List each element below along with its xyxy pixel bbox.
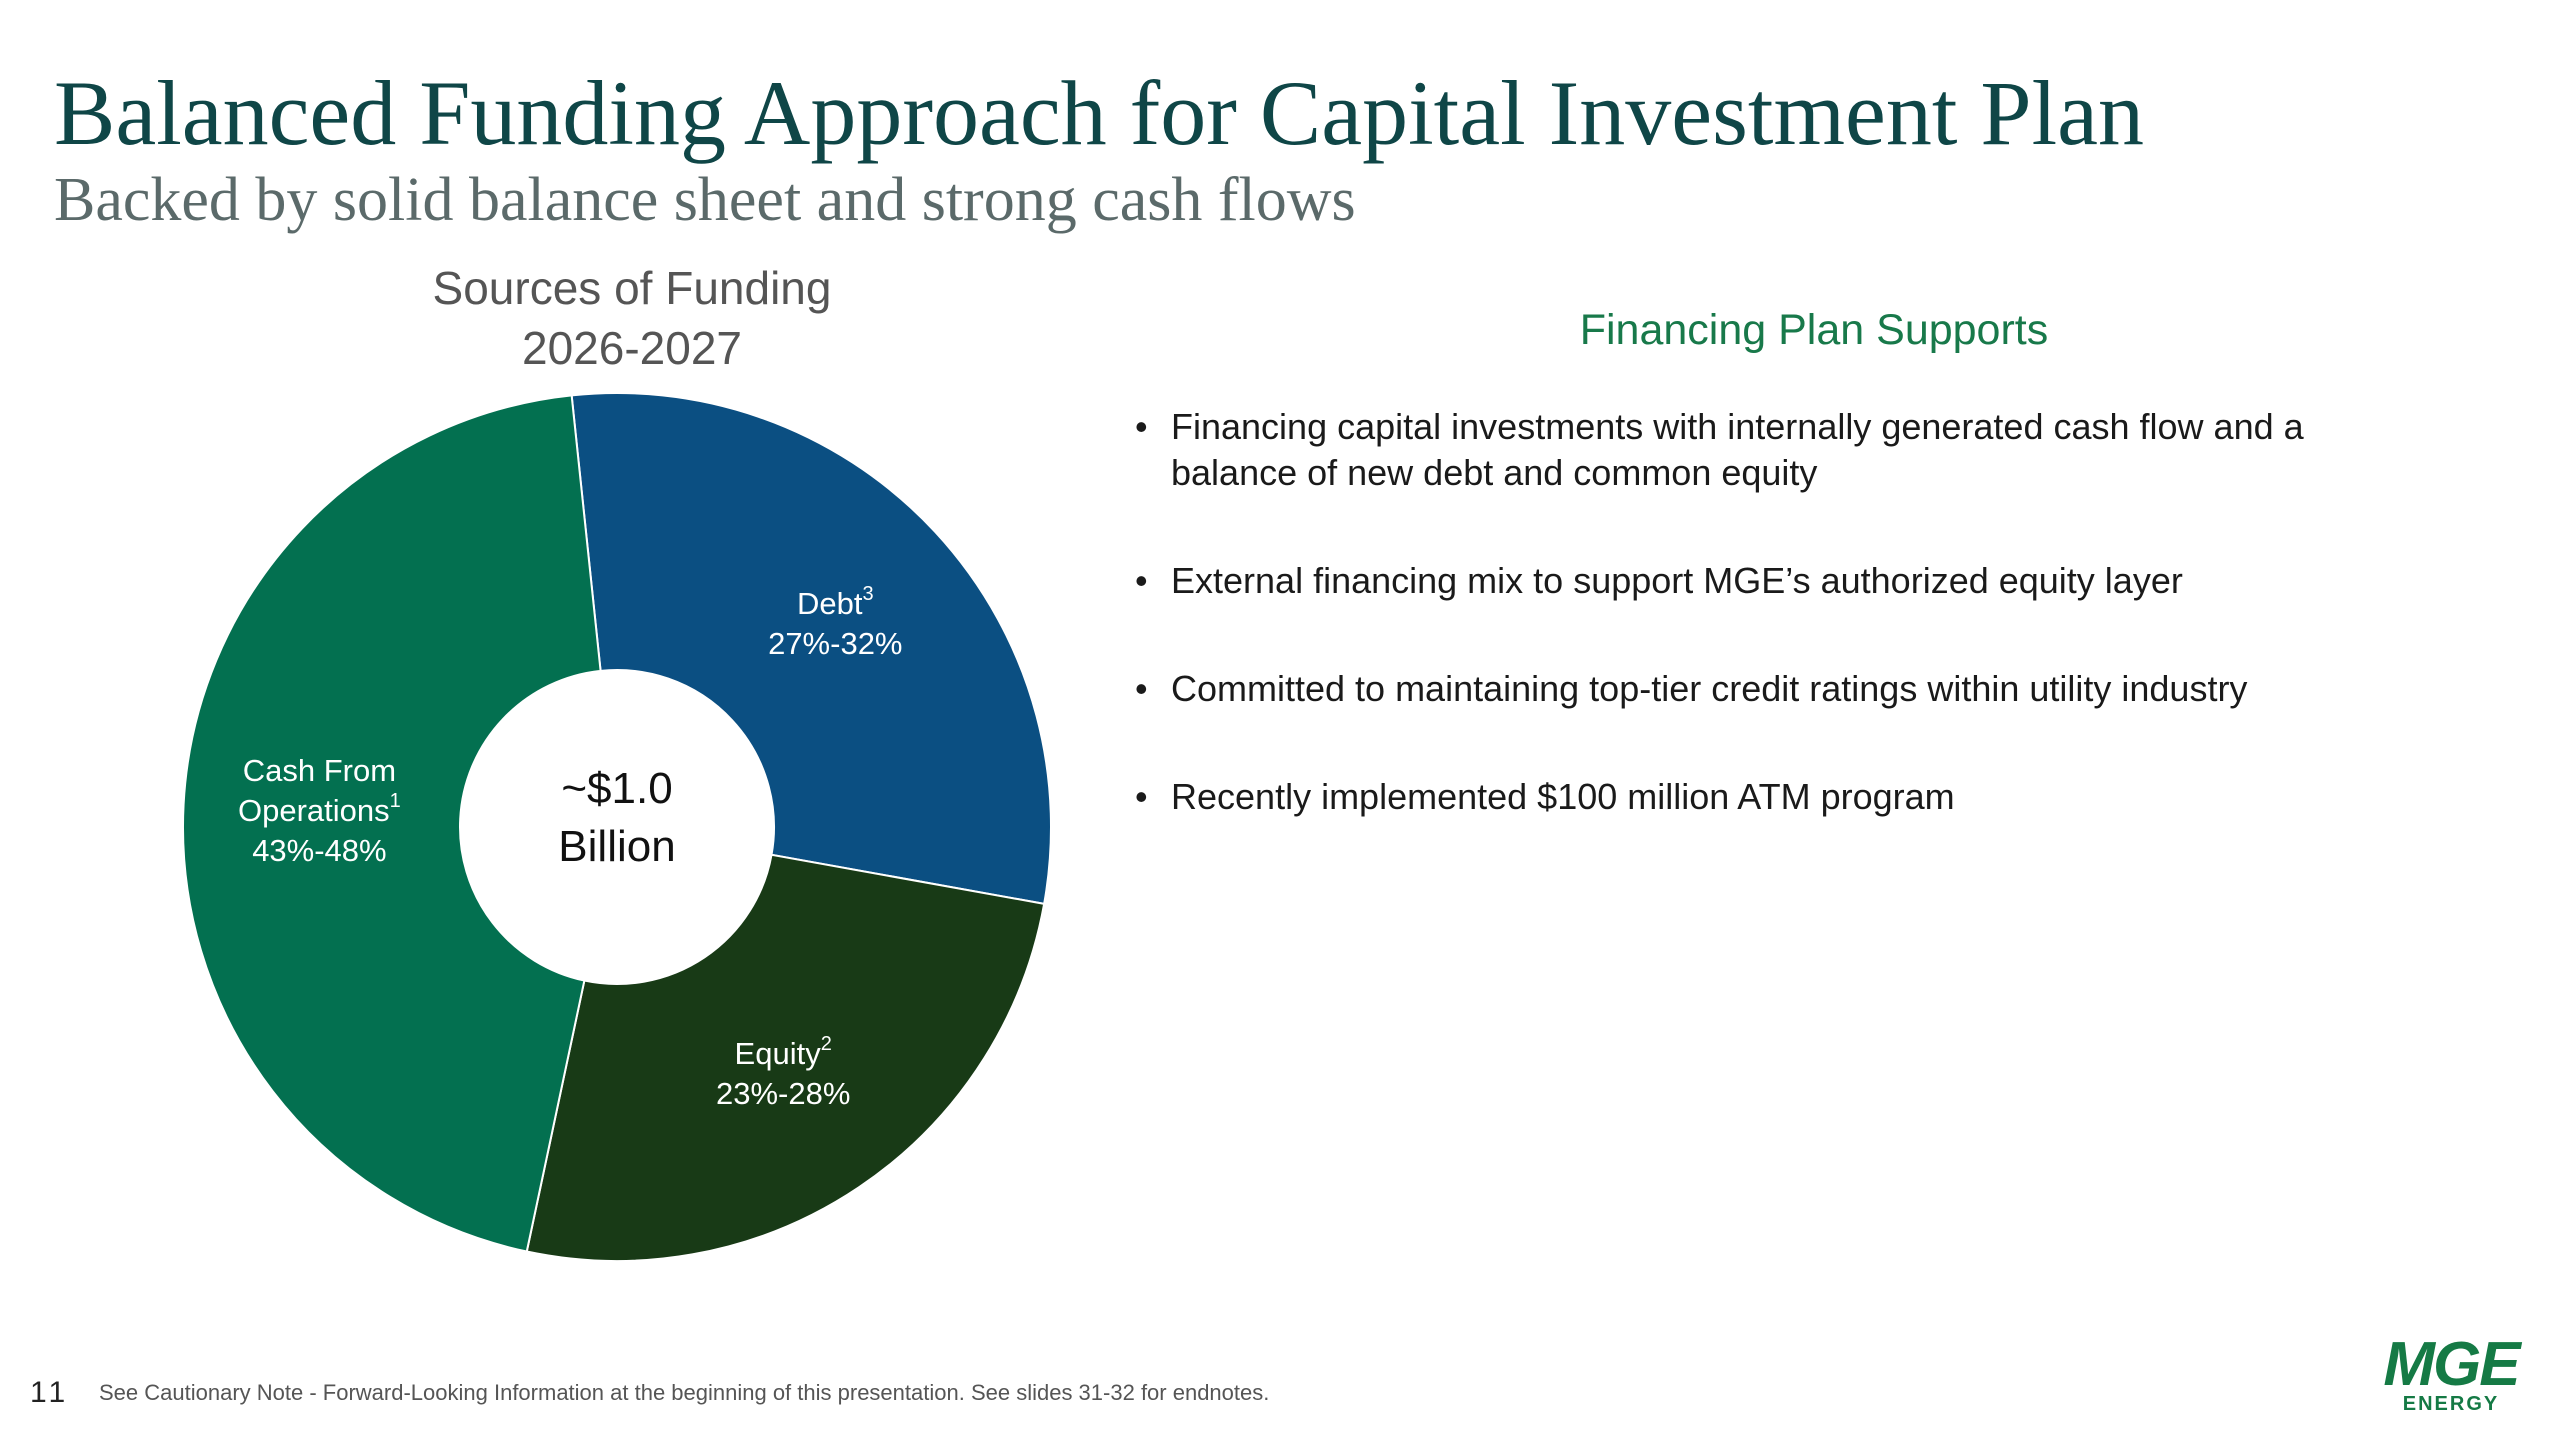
- donut-chart: [182, 392, 1052, 1262]
- category-label: Equity: [734, 1036, 821, 1072]
- slice-name: Equity2: [673, 1034, 893, 1074]
- donut-slice: [570, 392, 1052, 906]
- slice-label: Cash From Operations1 43%-48%: [229, 751, 409, 871]
- donut-slice: [182, 394, 602, 1253]
- footnote-ref: 3: [862, 583, 874, 606]
- bullet: External financing mix to support MGE’s …: [1135, 558, 2395, 604]
- page-number: 11: [30, 1376, 70, 1409]
- center-label-line: Billion: [558, 822, 676, 871]
- panel-heading: Financing Plan Supports: [1579, 306, 2049, 354]
- footnote-ref: 2: [820, 1033, 832, 1056]
- logo-text: ENERGY: [2402, 1393, 2500, 1415]
- donut-slice: [525, 853, 1046, 1262]
- slice-name: Debt3: [725, 584, 945, 624]
- chart-title: Sources of Funding 2026-2027: [332, 258, 932, 378]
- bullet: Financing capital investments with inter…: [1135, 404, 2395, 496]
- bullet: Committed to maintaining top-tier credit…: [1135, 666, 2395, 712]
- logo: MGE ENERGY: [2366, 1330, 2536, 1415]
- value-label: 43%-48%: [252, 833, 387, 869]
- center-label: ~$1.0 Billion: [467, 760, 767, 876]
- slice-label: Debt3 27%-32%: [725, 584, 945, 664]
- value-label: 27%-32%: [768, 626, 903, 662]
- category-label: Debt: [796, 586, 863, 622]
- footnote-ref: 1: [389, 790, 401, 813]
- subtitle: Backed by solid balance sheet and strong…: [54, 166, 1356, 234]
- bullet: Recently implemented $100 million ATM pr…: [1135, 774, 2395, 820]
- category-label: Cash From Operations: [238, 753, 397, 829]
- slice-name: Cash From Operations1: [229, 751, 409, 831]
- chart-title-line: Sources of Funding: [432, 262, 832, 314]
- value-label: 23%-28%: [715, 1076, 851, 1112]
- title: Balanced Funding Approach for Capital In…: [54, 62, 2144, 164]
- slice-label: Equity2 23%-28%: [673, 1034, 893, 1114]
- footnote: See Cautionary Note - Forward-Looking In…: [99, 1380, 1270, 1405]
- center-label-line: ~$1.0: [561, 764, 673, 813]
- bullet-list: Financing capital investments with inter…: [1135, 404, 2395, 882]
- logo-mark: MGE: [2383, 1330, 2520, 1399]
- chart-title-line: 2026-2027: [522, 322, 742, 374]
